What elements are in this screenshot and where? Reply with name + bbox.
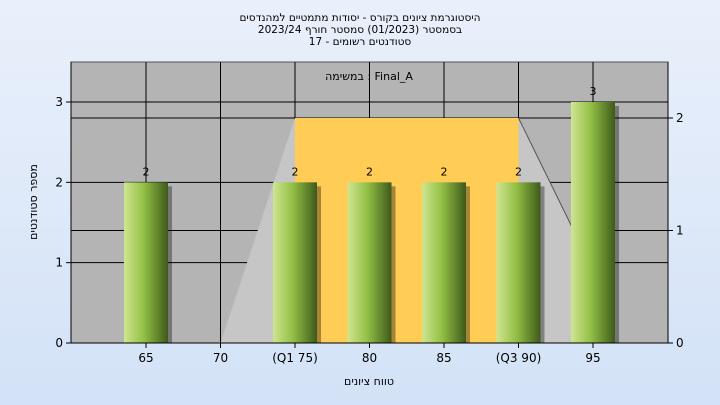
bar-value-label: 2 [143, 165, 150, 178]
chart-title-line-1: היסטוגרמת ציונים בקורס - יסודות מתמטיים … [239, 12, 480, 24]
bar-value-label: 2 [515, 165, 522, 178]
x-tick-label: 65 [138, 351, 153, 365]
bar-value-label: 3 [590, 85, 597, 98]
chart-title-line-3: סטודנטים רשומים - 17 [309, 36, 412, 48]
data-labels-layer: 2 2 2 2 2 3 [143, 85, 597, 178]
axes-layer: 0 1 2 3 0 1 2 65 70 (Q1 75) 80 85 (Q3 90) 95 [55, 62, 684, 365]
x-tick-label: (Q1 75) [272, 351, 318, 365]
y-tick-label: 2 [55, 175, 63, 189]
x-tick-label: (Q3 90) [496, 351, 542, 365]
x-axis-label: טווח ציונים [344, 375, 394, 388]
y2-tick-label: 0 [676, 336, 684, 350]
bars-layer [124, 102, 619, 343]
task-subtitle: במשימה : Final_A [325, 70, 413, 83]
y2-tick-label: 2 [676, 111, 684, 125]
bar [273, 182, 317, 343]
x-tick-label: 70 [213, 351, 228, 365]
bar-value-label: 2 [441, 165, 448, 178]
bar [124, 182, 168, 343]
chart-title-line-2: בסמסטר (01/2023) סמסטר חורף 2023/24 [258, 24, 462, 36]
bar [422, 182, 466, 343]
y-axis-label: מספר סטודנטים [27, 164, 40, 240]
x-tick-label: 85 [436, 351, 451, 365]
y-tick-label: 3 [55, 95, 63, 109]
bar [496, 182, 541, 343]
bar-value-label: 2 [292, 165, 299, 178]
bar-value-label: 2 [366, 165, 373, 178]
bar [347, 182, 392, 343]
y-tick-label: 0 [55, 336, 63, 350]
y2-tick-label: 1 [676, 224, 684, 238]
bar [571, 102, 615, 343]
y-tick-label: 1 [55, 256, 63, 270]
interquartile-box [295, 118, 519, 343]
x-tick-label: 95 [585, 351, 600, 365]
x-tick-label: 80 [362, 351, 377, 365]
